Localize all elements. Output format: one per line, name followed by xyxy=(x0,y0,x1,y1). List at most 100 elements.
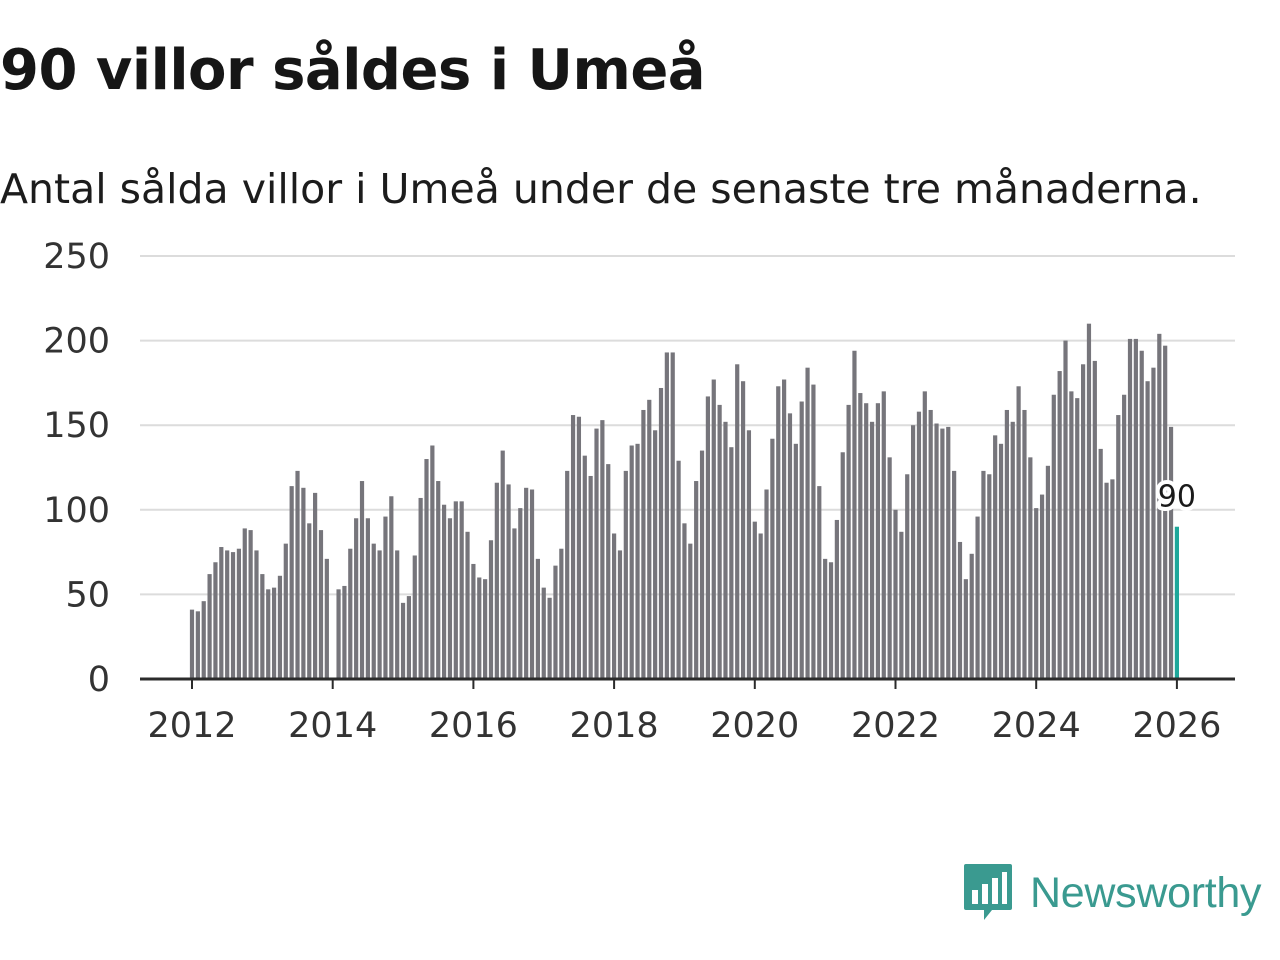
bar xyxy=(301,487,306,679)
x-tick-label: 2016 xyxy=(429,706,518,746)
newsworthy-logo-icon xyxy=(964,864,1012,920)
bar xyxy=(682,523,687,679)
bar xyxy=(570,415,576,679)
bar xyxy=(623,470,628,679)
bar xyxy=(823,558,828,679)
bar xyxy=(354,518,359,679)
bar xyxy=(201,601,206,679)
bar xyxy=(436,481,441,679)
bar xyxy=(699,450,705,679)
bar xyxy=(852,350,857,679)
bar xyxy=(1122,394,1127,679)
y-tick-label: 150 xyxy=(43,406,110,446)
bar xyxy=(916,411,922,679)
bar xyxy=(1010,421,1015,679)
bar xyxy=(1163,345,1168,679)
bar xyxy=(266,589,271,679)
bar xyxy=(869,421,875,679)
bar xyxy=(395,550,400,679)
bar xyxy=(1028,457,1033,679)
bar xyxy=(471,563,476,679)
bar xyxy=(477,577,482,679)
bar xyxy=(1034,508,1039,679)
bar xyxy=(488,540,494,679)
bar xyxy=(541,587,546,679)
bar xyxy=(271,587,277,679)
chart-title: 90 villor såldes i Umeå xyxy=(0,38,706,103)
bar xyxy=(910,425,916,679)
bar xyxy=(1016,386,1021,679)
bar xyxy=(336,589,341,679)
bar xyxy=(406,596,412,679)
bar xyxy=(576,416,582,679)
bar xyxy=(242,528,247,679)
bar xyxy=(905,474,910,679)
bar xyxy=(1051,394,1056,679)
x-tick-label: 2026 xyxy=(1132,706,1221,746)
bar xyxy=(617,550,623,679)
bar xyxy=(277,575,283,679)
bar xyxy=(248,530,253,679)
bar xyxy=(612,533,617,679)
bar xyxy=(383,516,388,679)
bar xyxy=(940,428,945,679)
bar xyxy=(418,497,423,679)
bar xyxy=(1092,360,1097,679)
bar xyxy=(506,484,511,679)
bar xyxy=(1004,409,1009,679)
bar xyxy=(952,470,957,679)
bar xyxy=(864,403,869,679)
bar xyxy=(787,413,793,679)
bar-chart: 0 50 100 150 200 250 2012 2014 2016 2018 2020 2022… xyxy=(43,237,1235,746)
bar xyxy=(887,457,892,679)
bar xyxy=(629,445,634,679)
bar xyxy=(740,381,746,679)
bar xyxy=(846,404,851,679)
bar xyxy=(676,460,681,679)
bar xyxy=(717,404,722,679)
bar xyxy=(1127,338,1133,679)
bar xyxy=(512,528,517,679)
bar xyxy=(664,352,669,679)
bar xyxy=(928,409,933,679)
bar xyxy=(365,518,370,679)
bar xyxy=(324,558,329,679)
bar xyxy=(858,393,863,679)
bar-highlight xyxy=(1174,526,1179,679)
x-tick-label: 2018 xyxy=(570,706,659,746)
bar xyxy=(1039,494,1045,679)
bar xyxy=(658,387,664,679)
bar xyxy=(1069,391,1074,679)
x-tick-label: 2012 xyxy=(147,706,236,746)
bar xyxy=(1086,323,1092,679)
newsworthy-logo: Newsworthy xyxy=(962,862,1261,924)
bar xyxy=(219,547,224,679)
bar xyxy=(412,555,417,679)
bar xyxy=(993,435,998,679)
bar xyxy=(524,487,529,679)
bar xyxy=(834,519,839,679)
bar xyxy=(377,550,382,679)
bar xyxy=(805,367,810,679)
x-tick-label: 2022 xyxy=(851,706,940,746)
bar xyxy=(207,574,212,679)
bar xyxy=(535,558,540,679)
bar xyxy=(483,579,488,679)
bar xyxy=(254,550,259,679)
bar xyxy=(1022,409,1027,679)
bar xyxy=(969,553,974,679)
bar xyxy=(881,391,886,679)
bar xyxy=(957,541,963,679)
bar xyxy=(1168,426,1174,679)
bar xyxy=(711,379,716,679)
bar xyxy=(582,455,587,679)
bar xyxy=(811,384,816,679)
bar xyxy=(729,447,734,679)
bar xyxy=(547,597,552,679)
x-tick-label: 2014 xyxy=(288,706,377,746)
bar xyxy=(1157,333,1162,679)
bar xyxy=(735,364,740,679)
bar xyxy=(307,523,312,679)
bar xyxy=(998,443,1004,679)
bar xyxy=(922,391,927,679)
